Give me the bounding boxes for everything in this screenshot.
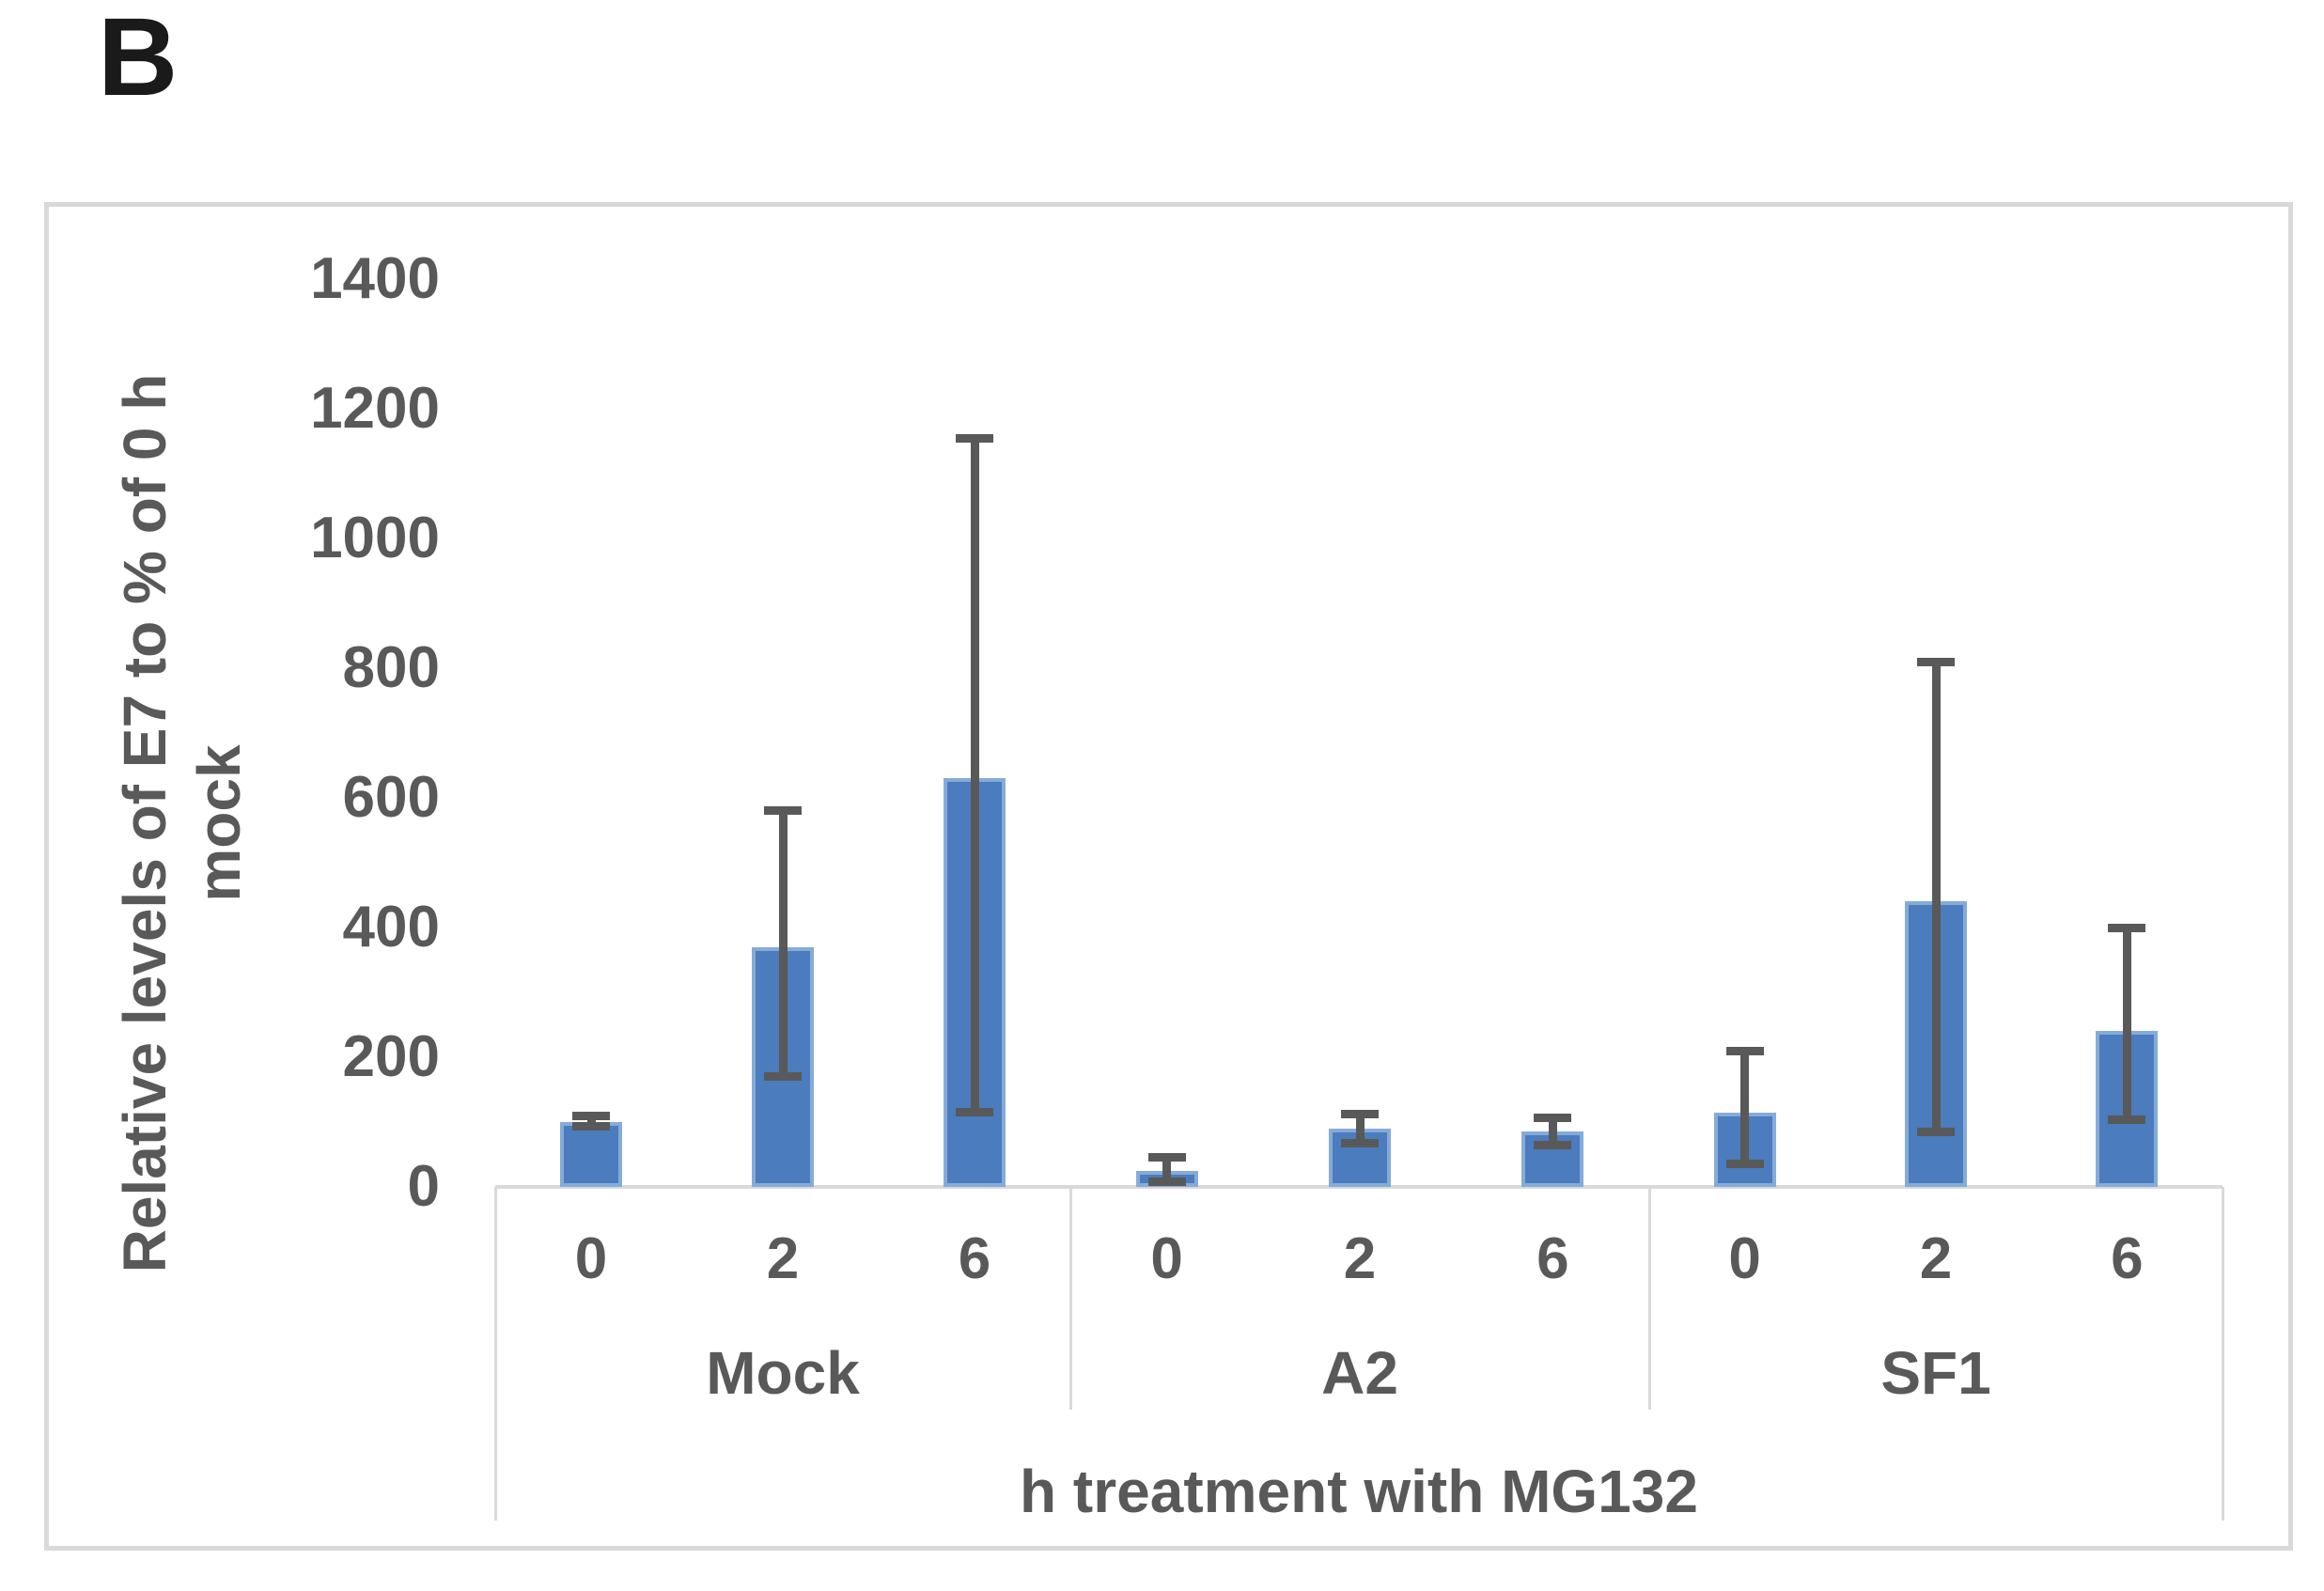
group-label-sf1: SF1 [1880,1339,1991,1407]
error-bar-cap-top-mock-6h [956,433,993,443]
x-axis-tick-label-sf1-0h: 0 [1728,1226,1761,1291]
error-bar-cap-bottom-sf1-2h [1917,1127,1955,1136]
error-bar-stem-sf1-6h [2122,928,2131,1120]
y-axis-tick-label: 0 [407,1154,440,1219]
y-axis-tick-label: 400 [342,895,440,959]
chart-border-frame [44,202,2293,1551]
x-axis-tick-label-mock-0h: 0 [574,1226,608,1291]
error-bar-cap-bottom-mock-0h [572,1122,610,1131]
error-bar-cap-top-mock-0h [572,1111,610,1120]
y-axis-tick-label: 600 [342,765,440,830]
error-bar-cap-bottom-mock-2h [764,1072,802,1082]
error-bar-stem-mock-6h [970,438,979,1113]
error-bar-cap-top-a2-2h [1341,1110,1379,1119]
x-axis-line [495,1185,2223,1189]
category-table-edge-line [494,1187,497,1521]
y-axis-tick-label: 800 [342,635,440,700]
y-axis-tick-label: 200 [342,1024,440,1089]
x-axis-tick-label-a2-0h: 0 [1150,1226,1183,1291]
panel-label: B [98,0,179,119]
bar-mock-0h [560,1122,622,1187]
x-axis-tick-label-mock-2h: 2 [766,1226,800,1291]
error-bar-cap-bottom-a2-6h [1534,1141,1572,1150]
error-bar-cap-top-sf1-2h [1917,657,1955,666]
error-bar-cap-top-sf1-0h [1725,1046,1764,1055]
x-axis-title: h treatment with MG132 [1020,1458,1698,1525]
error-bar-cap-top-sf1-6h [2108,923,2146,932]
error-bar-cap-bottom-a2-2h [1341,1138,1379,1147]
error-bar-cap-bottom-sf1-0h [1725,1160,1764,1169]
y-axis-tick-label: 1200 [310,376,440,441]
x-axis-tick-label-mock-6h: 6 [958,1226,991,1291]
x-axis-tick-label-a2-6h: 6 [1536,1226,1569,1291]
y-axis-tick-label: 1000 [310,506,440,570]
category-table-edge-line [2222,1187,2224,1521]
error-bar-cap-top-mock-2h [764,806,802,816]
x-axis-tick-label-sf1-2h: 2 [1919,1226,1953,1291]
error-bar-stem-a2-2h [1355,1114,1365,1144]
group-label-mock: Mock [706,1339,860,1407]
group-label-a2: A2 [1321,1339,1398,1407]
error-bar-cap-top-a2-6h [1534,1114,1572,1123]
error-bar-stem-mock-2h [778,810,788,1077]
error-bar-stem-sf1-0h [1740,1051,1750,1164]
error-bar-cap-bottom-a2-0h [1147,1177,1186,1186]
category-group-divider-line [1069,1187,1072,1410]
category-group-divider-line [1648,1187,1651,1410]
x-axis-tick-label-sf1-6h: 6 [2111,1226,2144,1291]
error-bar-stem-sf1-2h [1931,662,1941,1132]
error-bar-stem-a2-0h [1162,1157,1172,1182]
error-bar-stem-mock-0h [586,1115,596,1127]
error-bar-cap-top-a2-0h [1147,1153,1186,1162]
error-bar-cap-bottom-mock-6h [956,1108,993,1117]
error-bar-cap-bottom-sf1-6h [2108,1115,2146,1125]
y-axis-title-line-1: Relative levels of E7 to % of 0 h [111,373,179,1273]
y-axis-tick-label: 1400 [310,246,440,311]
x-axis-tick-label-a2-2h: 2 [1343,1226,1377,1291]
error-bar-stem-a2-6h [1548,1117,1557,1146]
